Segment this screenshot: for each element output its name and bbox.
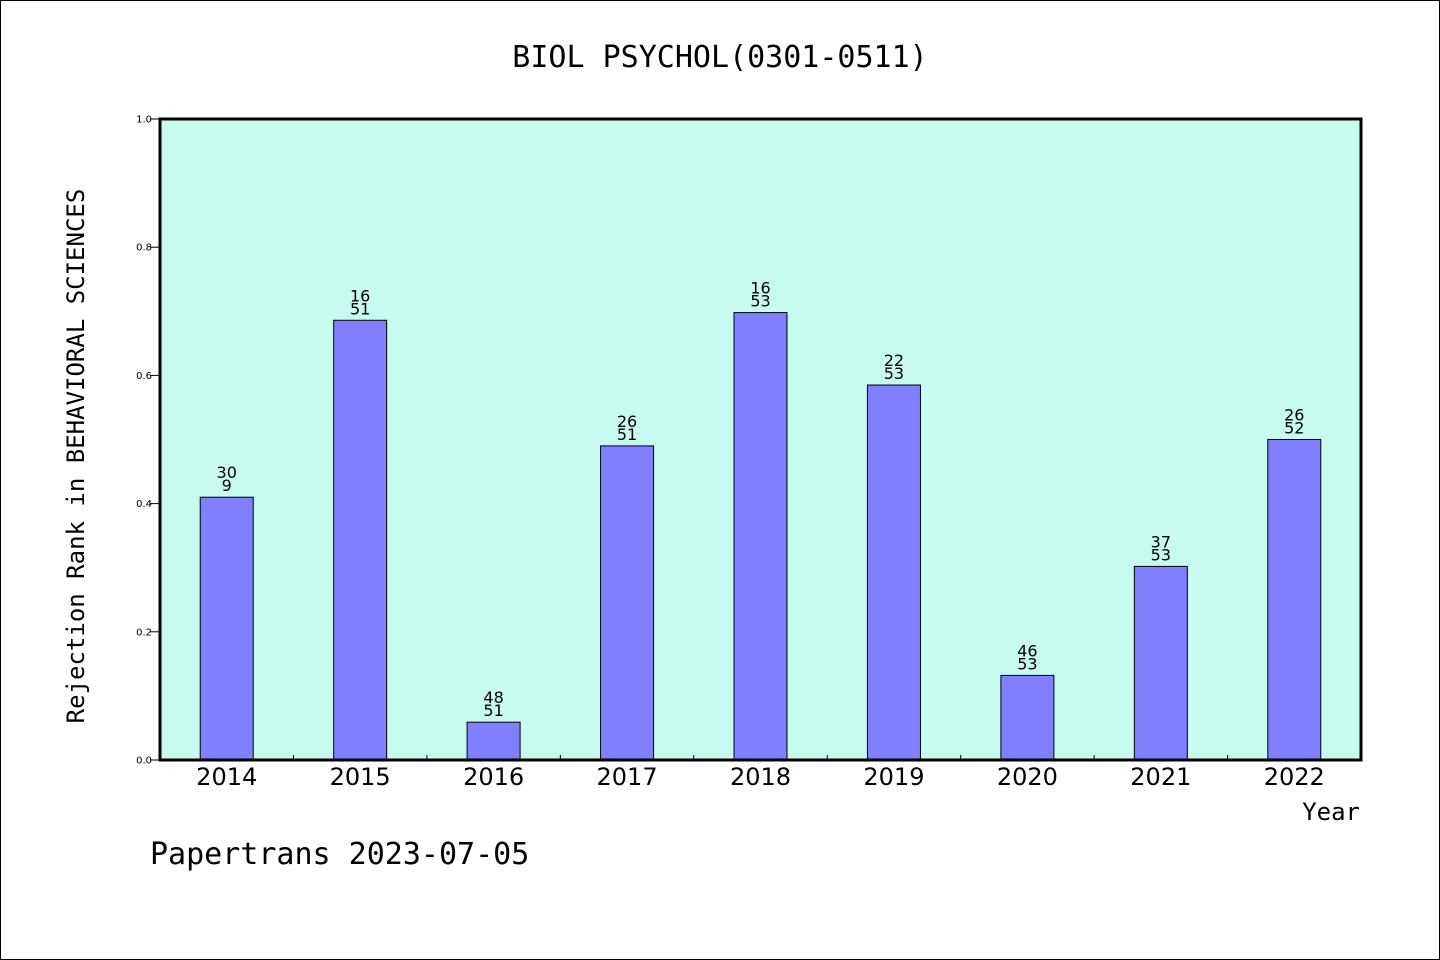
bar-2019 bbox=[866, 384, 921, 761]
bars-layer bbox=[199, 312, 1322, 761]
plot-border bbox=[158, 117, 1363, 762]
bar-rank-label: 37 bbox=[1151, 532, 1171, 551]
y-tick-label: 0.0 bbox=[136, 756, 152, 767]
bar-rank-label: 22 bbox=[884, 351, 904, 370]
bar-rank-label: 16 bbox=[350, 286, 370, 305]
x-tick-label: 2021 bbox=[1130, 763, 1191, 791]
x-axis-label: Year bbox=[1302, 798, 1360, 826]
footer-text: Papertrans 2023-07-05 bbox=[150, 837, 529, 872]
bar-total-label: 53 bbox=[884, 364, 904, 383]
bar-total-label: 52 bbox=[1284, 419, 1304, 438]
bar-rank-label: 26 bbox=[617, 412, 637, 431]
bar-2018 bbox=[733, 312, 788, 761]
y-tick-label: 0.6 bbox=[136, 371, 152, 382]
bar-rank-label: 30 bbox=[217, 463, 237, 482]
bar-total-label: 51 bbox=[350, 299, 370, 318]
chart-title: BIOL PSYCHOL(0301-0511) bbox=[512, 40, 927, 75]
bar-total-label: 53 bbox=[1151, 545, 1171, 564]
x-tick-label: 2022 bbox=[1264, 763, 1325, 791]
bar-2014 bbox=[199, 496, 254, 761]
bar-2021 bbox=[1133, 565, 1188, 761]
bar-total-label: 53 bbox=[750, 292, 770, 311]
x-tick-label: 2019 bbox=[863, 763, 924, 791]
x-tick-label: 2016 bbox=[463, 763, 524, 791]
bar-total-label: 51 bbox=[483, 701, 503, 720]
bar-2015 bbox=[333, 319, 388, 761]
bar-total-label: 9 bbox=[222, 476, 232, 495]
x-tick-label: 2017 bbox=[597, 763, 658, 791]
bar-2017 bbox=[600, 445, 655, 761]
x-tick-label: 2015 bbox=[330, 763, 391, 791]
bar-rank-label: 16 bbox=[750, 279, 770, 298]
x-tick-label: 2020 bbox=[997, 763, 1058, 791]
bar-total-label: 53 bbox=[1017, 654, 1037, 673]
x-tick-label: 2018 bbox=[730, 763, 791, 791]
y-tick-label: 0.2 bbox=[136, 627, 152, 638]
x-tick-label: 2014 bbox=[196, 763, 257, 791]
y-axis: 0.0 0.2 0.4 0.6 0.8 1.0 bbox=[136, 115, 160, 767]
bar-2016 bbox=[466, 721, 521, 761]
bar-total-label: 51 bbox=[617, 425, 637, 444]
bar-rank-label: 48 bbox=[483, 688, 503, 707]
y-tick-label: 0.4 bbox=[136, 499, 152, 510]
y-tick-label: 1.0 bbox=[136, 115, 152, 126]
bar-2020 bbox=[1000, 674, 1055, 761]
bar-2022 bbox=[1267, 439, 1322, 761]
x-axis: 2014 2015 2016 2017 2018 2019 2020 2021 2022 bbox=[196, 755, 1325, 791]
y-axis-label: Rejection Rank in BEHAVIORAL SCIENCES bbox=[62, 189, 90, 724]
y-tick-label: 0.8 bbox=[136, 243, 152, 254]
bar-rank-label: 26 bbox=[1284, 406, 1304, 425]
bar-rank-label: 46 bbox=[1017, 641, 1037, 660]
